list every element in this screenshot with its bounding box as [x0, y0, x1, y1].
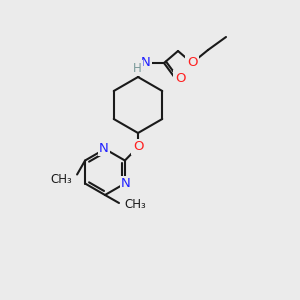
Text: CH₃: CH₃	[50, 173, 72, 186]
Text: CH₃: CH₃	[124, 199, 146, 212]
Text: O: O	[187, 56, 197, 70]
Text: N: N	[99, 142, 109, 154]
Text: H: H	[133, 61, 141, 74]
Text: N: N	[141, 56, 151, 68]
Text: O: O	[175, 71, 185, 85]
Text: O: O	[133, 140, 143, 154]
Text: N: N	[121, 177, 131, 190]
